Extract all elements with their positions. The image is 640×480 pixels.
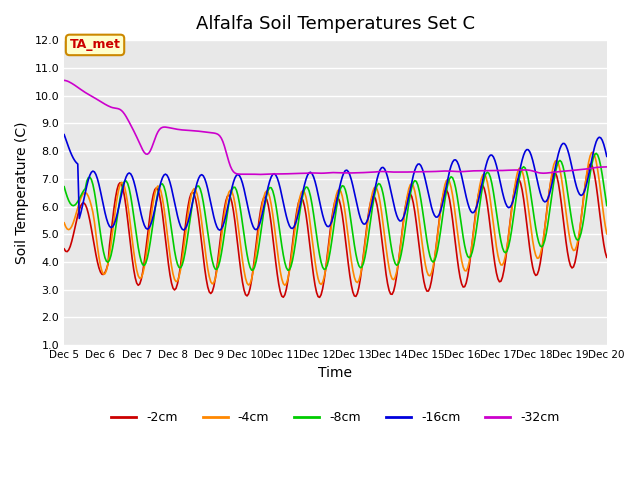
Y-axis label: Soil Temperature (C): Soil Temperature (C) [15, 121, 29, 264]
Text: TA_met: TA_met [70, 38, 120, 51]
Title: Alfalfa Soil Temperatures Set C: Alfalfa Soil Temperatures Set C [196, 15, 475, 33]
X-axis label: Time: Time [319, 366, 353, 380]
Legend: -2cm, -4cm, -8cm, -16cm, -32cm: -2cm, -4cm, -8cm, -16cm, -32cm [106, 407, 564, 430]
